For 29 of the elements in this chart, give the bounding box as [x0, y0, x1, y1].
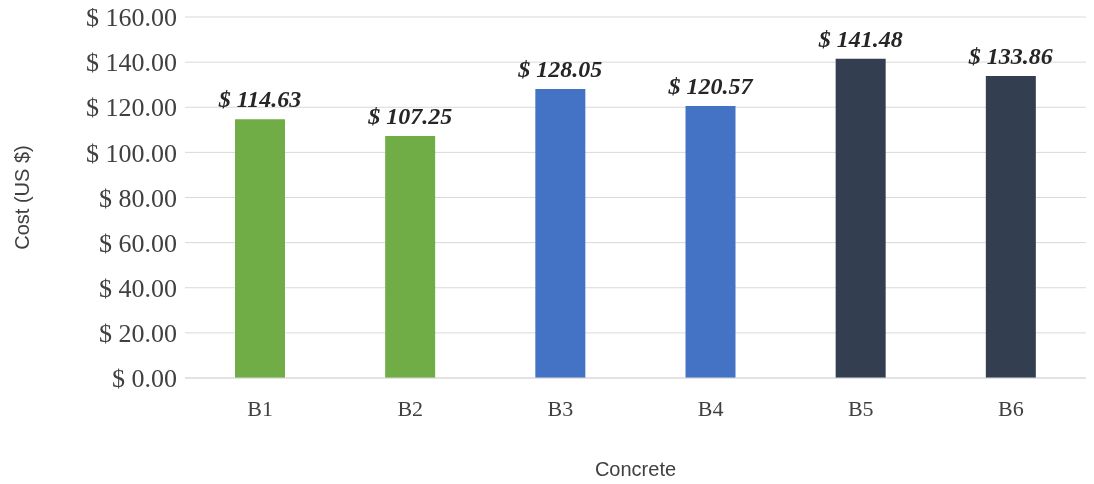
bar: [685, 105, 736, 378]
x-tick-label: B6: [998, 395, 1024, 421]
x-tick-label: B2: [397, 395, 424, 421]
y-tick-label: $ 80.00: [99, 183, 177, 213]
data-label: $ 107.25: [367, 103, 453, 130]
y-tick-label: $ 100.00: [86, 138, 177, 168]
data-label: $ 141.48: [817, 25, 903, 52]
data-label: $ 120.57: [667, 72, 754, 99]
data-label: $ 128.05: [517, 56, 603, 83]
y-tick-label: $ 40.00: [99, 273, 177, 303]
bar: [235, 119, 285, 378]
data-label: $ 133.86: [967, 42, 1053, 69]
y-axis-title: Cost (US $): [11, 145, 34, 250]
y-tick-label: $ 140.00: [86, 48, 177, 78]
x-tick-label: B4: [697, 395, 724, 421]
bar: [385, 136, 436, 378]
data-label: $ 114.63: [217, 86, 302, 113]
x-axis-title: Concrete: [594, 458, 677, 480]
y-tick-label: $ 60.00: [99, 228, 177, 258]
y-tick-label: $ 0.00: [112, 364, 177, 394]
y-tick-label: $ 20.00: [99, 319, 177, 349]
bar: [835, 58, 886, 378]
bar: [535, 89, 586, 378]
x-tick-label: B3: [547, 395, 574, 421]
x-tick-label: B1: [247, 395, 273, 421]
y-tick-label: $ 160.00: [86, 3, 177, 33]
bar: [985, 75, 1036, 378]
y-tick-label: $ 120.00: [86, 93, 177, 123]
x-tick-label: B5: [847, 395, 874, 421]
